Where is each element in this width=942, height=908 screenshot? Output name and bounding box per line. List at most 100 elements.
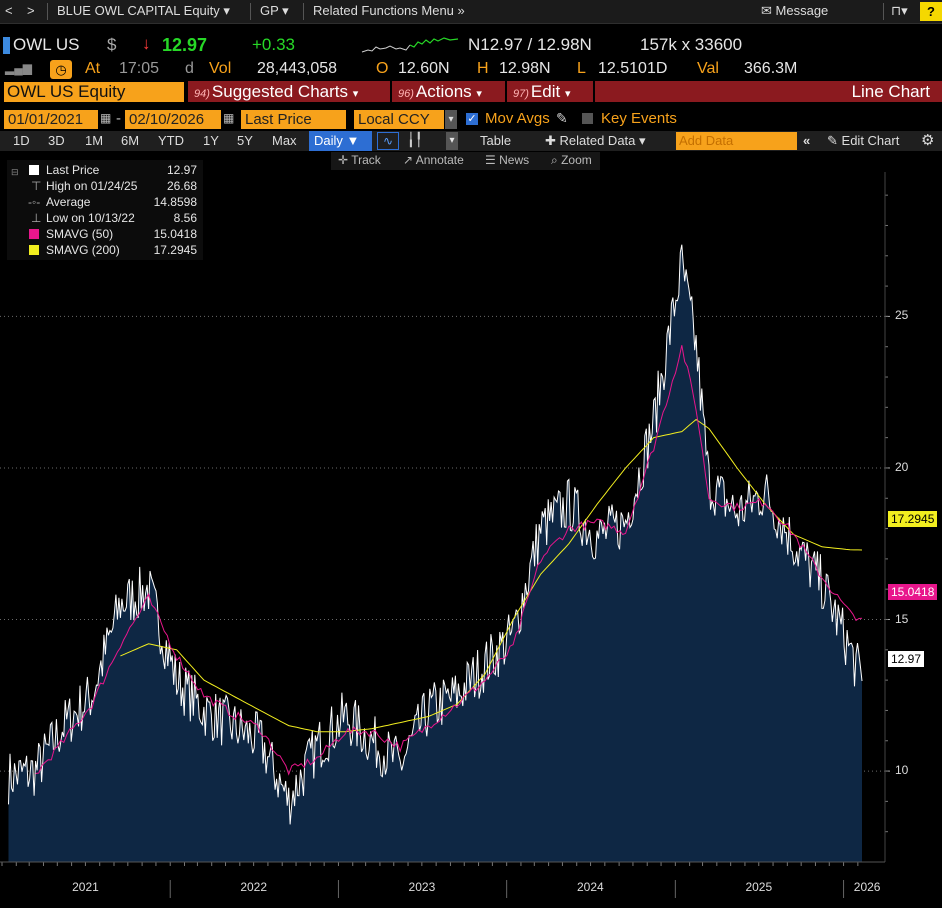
legend-low: ⊥ Low on 10/13/22 8.56 [7, 210, 203, 226]
sma-200-line [120, 418, 863, 733]
line-chart-icon[interactable]: ∿ [377, 132, 399, 150]
actions-number: 96) [398, 88, 414, 100]
currency-selector[interactable]: Local CCY [354, 110, 444, 129]
date-range-dash: - [116, 110, 121, 127]
command-bar: OWL US Equity 94) Suggested Charts ▾ 96) A… [0, 81, 942, 103]
related-data-button[interactable]: ✚ Related Data ▾ [545, 133, 646, 148]
key-events-checkbox[interactable] [582, 113, 593, 124]
divider [250, 3, 251, 20]
legend-label: High on 01/24/25 [46, 179, 138, 193]
low-price: 12.5101D [598, 60, 668, 77]
ticker: OWL US [13, 35, 80, 54]
frequency-selector[interactable]: Daily ▼ [309, 131, 372, 151]
legend-last-price[interactable]: ⊟ Last Price 12.97 [7, 162, 203, 178]
suggested-charts-button[interactable]: 94) Suggested Charts ▾ [188, 81, 390, 102]
tools-background [331, 152, 600, 170]
top-navigation-bar: < > BLUE OWL CAPITAL Equity ▾ GP ▾ Relat… [0, 0, 942, 24]
clock-icon[interactable]: ◷ [50, 60, 72, 79]
mov-avgs-checkbox[interactable]: ✓ [466, 113, 478, 125]
actions-button[interactable]: 96) Actions ▾ [392, 81, 505, 102]
legend-swatch [29, 245, 39, 255]
chevron-down-icon[interactable]: ▾ [446, 132, 458, 150]
candlestick-icon[interactable]: ╽╿ [407, 132, 423, 147]
annotate-button[interactable]: ↗ Annotate [403, 153, 464, 167]
edit-number: 97) [513, 88, 529, 100]
signal-bars-icon: ▂▄▆ [5, 61, 32, 75]
forward-arrow-icon[interactable]: > [27, 3, 35, 18]
pencil-icon[interactable]: ✎ [556, 110, 568, 126]
intraday-sparkline [361, 37, 459, 53]
x-tick-label: 2026 [853, 880, 881, 894]
price-chart[interactable] [0, 172, 942, 908]
news-label: News [499, 153, 530, 167]
x-tick-label: 2025 [745, 880, 773, 894]
message-button[interactable]: ✉ Message [761, 3, 828, 19]
sma-50-line [35, 345, 863, 776]
expand-icon[interactable]: ⊟ [11, 167, 19, 177]
sma-50-value-tag: 15.0418 [888, 584, 938, 600]
back-arrow-icon[interactable]: < [5, 3, 13, 18]
edit-chart-label: Edit Chart [841, 133, 900, 148]
period-6m[interactable]: 6M [121, 133, 140, 148]
gear-icon[interactable]: ⚙ [921, 132, 935, 149]
x-tick-label: 2021 [72, 880, 99, 894]
low-marker-icon: ⊥ [31, 211, 42, 225]
period-1y[interactable]: 1Y [203, 133, 219, 148]
actions-label: Actions [415, 82, 472, 101]
pencil-icon: ✎ [827, 133, 838, 148]
key-events-label: Key Events [601, 110, 677, 127]
legend-label: Last Price [46, 163, 100, 177]
period-1d[interactable]: 1D [13, 133, 30, 148]
security-name: BLUE OWL CAPITAL Equity [57, 3, 220, 18]
related-functions-menu[interactable]: Related Functions Menu » [313, 3, 465, 18]
currency-symbol: $ [107, 35, 117, 54]
news-icon: ☰ [485, 153, 496, 167]
start-date-field[interactable]: 01/01/2021 [4, 110, 98, 129]
y-tick-label: 25 [895, 308, 909, 323]
high-label: H [477, 60, 489, 77]
legend-label: SMAVG (50) [46, 227, 114, 241]
security-selector[interactable]: BLUE OWL CAPITAL Equity ▾ [57, 3, 230, 18]
period-3d[interactable]: 3D [48, 133, 65, 148]
annotate-icon: ↗ [403, 153, 414, 167]
period-max[interactable]: Max [272, 133, 297, 148]
period-5y[interactable]: 5Y [237, 133, 253, 148]
help-button[interactable]: ? [920, 2, 942, 21]
add-data-input[interactable]: Add Data [676, 132, 797, 150]
zoom-button[interactable]: ⌕ Zoom [551, 153, 592, 168]
calendar-icon[interactable]: ▦ [100, 111, 112, 125]
period-1m[interactable]: 1M [85, 133, 104, 148]
edit-label: Edit [530, 82, 561, 101]
chart-type-label[interactable]: Line Chart [595, 81, 942, 102]
period-ytd[interactable]: YTD [158, 133, 184, 148]
table-button[interactable]: Table [480, 133, 512, 148]
ticker-marker [3, 37, 10, 54]
period-toolbar: 1D 3D 1M 6M YTD 1Y 5Y Max Daily ▼ ∿ ╽╿ ▾… [0, 131, 942, 151]
end-date-field[interactable]: 02/10/2026 [125, 110, 221, 129]
security-input[interactable]: OWL US Equity [4, 82, 184, 102]
field-selector[interactable]: Last Price [241, 110, 346, 129]
edit-button[interactable]: 97) Edit ▾ [507, 81, 593, 102]
legend-average: -◦- Average 14.8598 [7, 194, 203, 210]
legend-value: 15.0418 [153, 227, 197, 241]
track-button[interactable]: ✛ Track [338, 153, 381, 167]
calendar-icon[interactable]: ▦ [223, 111, 235, 125]
price-change: +0.33 [252, 35, 296, 54]
pin-icon[interactable]: ⊓▾ [891, 3, 908, 18]
open-price: 12.60N [398, 60, 450, 77]
legend-sma50[interactable]: SMAVG (50) 15.0418 [7, 226, 203, 242]
low-label: L [577, 60, 586, 77]
x-tick-label: 2022 [240, 880, 268, 894]
function-selector[interactable]: GP ▾ [260, 3, 289, 18]
last-price-line [8, 244, 863, 825]
chevron-down-icon[interactable]: ▾ [445, 110, 457, 129]
legend-sma200[interactable]: SMAVG (200) 17.2945 [7, 242, 203, 258]
crosshair-icon: ✛ [338, 153, 349, 167]
y-tick-label: 10 [895, 763, 909, 778]
high-marker-icon: ⊤ [31, 179, 42, 193]
edit-chart-button[interactable]: ✎ Edit Chart [827, 132, 899, 150]
legend-high: ⊤ High on 01/24/25 26.68 [7, 178, 203, 194]
collapse-icon[interactable]: « [803, 133, 811, 148]
price-area [8, 244, 862, 862]
news-button[interactable]: ☰ News [485, 153, 529, 167]
